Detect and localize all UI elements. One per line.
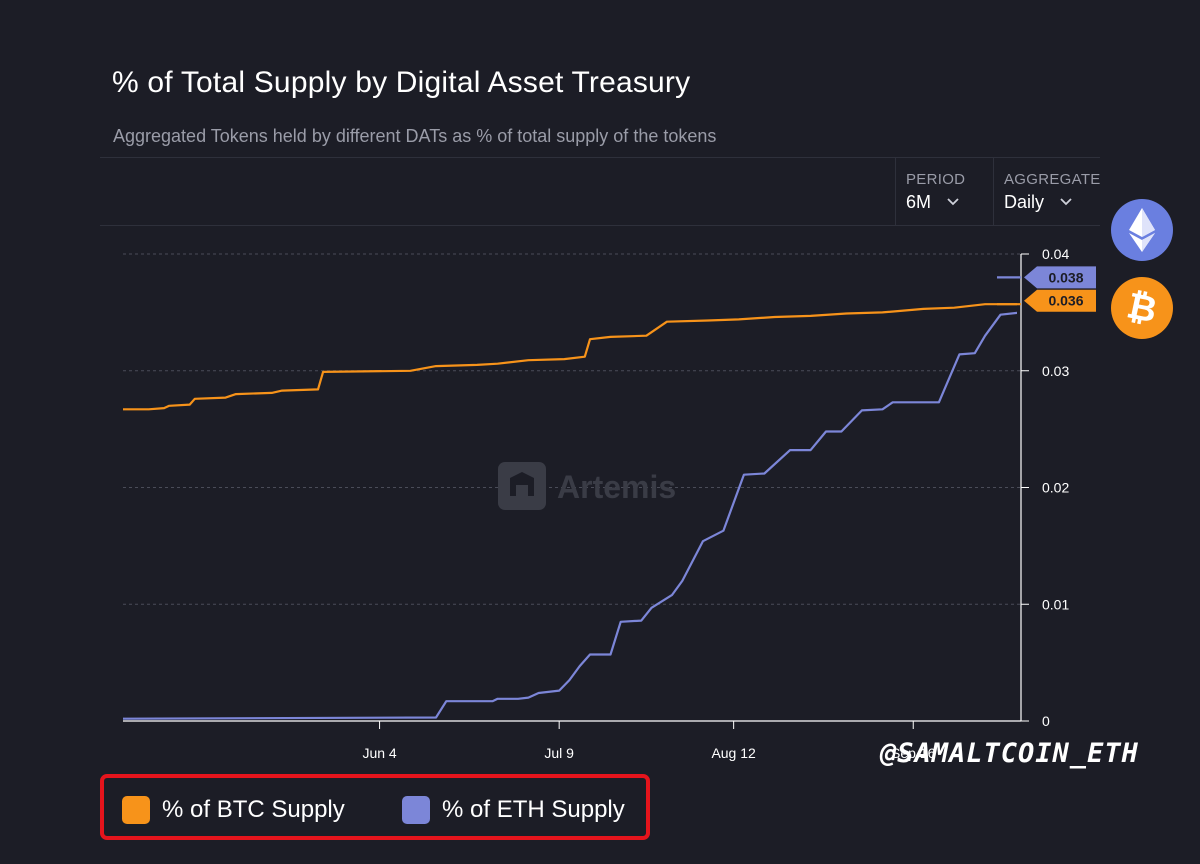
eth-series-line: [123, 311, 1017, 720]
value-tag-text: 0.038: [1048, 269, 1083, 285]
value-tag-shape: [1024, 266, 1096, 289]
x-tick-label: Jul 9: [544, 745, 574, 761]
legend-item-btc[interactable]: % of BTC Supply: [122, 796, 345, 824]
eth-last-value-label: 0.038: [1024, 266, 1096, 289]
x-tick-label: Aug 12: [711, 745, 756, 761]
grid-lines: [123, 253, 1021, 605]
y-tick-label: 0.02: [1042, 480, 1069, 496]
chevron-down-icon: [947, 193, 960, 211]
btc-last-value-label: 0.036: [1024, 289, 1096, 312]
period-label: PERIOD: [906, 171, 966, 188]
legend: % of BTC Supply % of ETH Supply: [100, 774, 650, 840]
svg-text:₿: ₿: [1123, 285, 1160, 331]
x-tick-label: Sep 16: [891, 745, 936, 761]
y-tick-label: 0.03: [1042, 363, 1069, 379]
legend-label-btc: % of BTC Supply: [162, 796, 345, 823]
chart-subtitle: Aggregated Tokens held by different DATs…: [113, 126, 717, 146]
x-tick-label: Jun 4: [362, 745, 396, 761]
value-tag-text: 0.036: [1048, 293, 1083, 309]
controls-divider-bottom: [100, 225, 1100, 226]
bitcoin-logo-icon: ₿: [1111, 277, 1173, 339]
legend-swatch-btc: [122, 796, 150, 824]
aggregate-label: AGGREGATE: [1004, 171, 1101, 188]
legend-item-eth[interactable]: % of ETH Supply: [402, 796, 625, 824]
value-labels: 0.038 0.036: [1024, 266, 1096, 312]
value-tag-shape: [1024, 289, 1096, 312]
legend-swatch-eth: [402, 796, 430, 824]
watermark-text: Artemis: [557, 469, 676, 505]
legend-label-eth: % of ETH Supply: [442, 796, 625, 823]
y-tick-label: 0.04: [1042, 246, 1069, 262]
period-dropdown[interactable]: PERIOD 6M: [895, 158, 992, 225]
chevron-down-icon: [1060, 193, 1073, 211]
aggregate-dropdown[interactable]: AGGREGATE Daily: [993, 158, 1100, 225]
chart-title: % of Total Supply by Digital Asset Treas…: [112, 66, 691, 99]
y-tick-label: 0.01: [1042, 596, 1069, 612]
artemis-watermark: Artemis: [498, 462, 676, 510]
btc-series-line: [123, 303, 1017, 411]
y-tick-label: 0: [1042, 713, 1050, 729]
period-value: 6M: [906, 192, 932, 212]
ethereum-logo-icon: [1111, 199, 1173, 261]
artemis-logo-icon: [498, 462, 546, 510]
controls-divider-top: [100, 157, 1100, 158]
aggregate-value: Daily: [1004, 192, 1045, 212]
axes: 0.04 0.03 0.02 0.01 0 Jun 4 Jul 9 Aug 12 Sep 16: [123, 246, 1069, 761]
author-handle: @SAMALTCOIN_ETH: [880, 738, 1139, 769]
series: [123, 276, 1021, 720]
